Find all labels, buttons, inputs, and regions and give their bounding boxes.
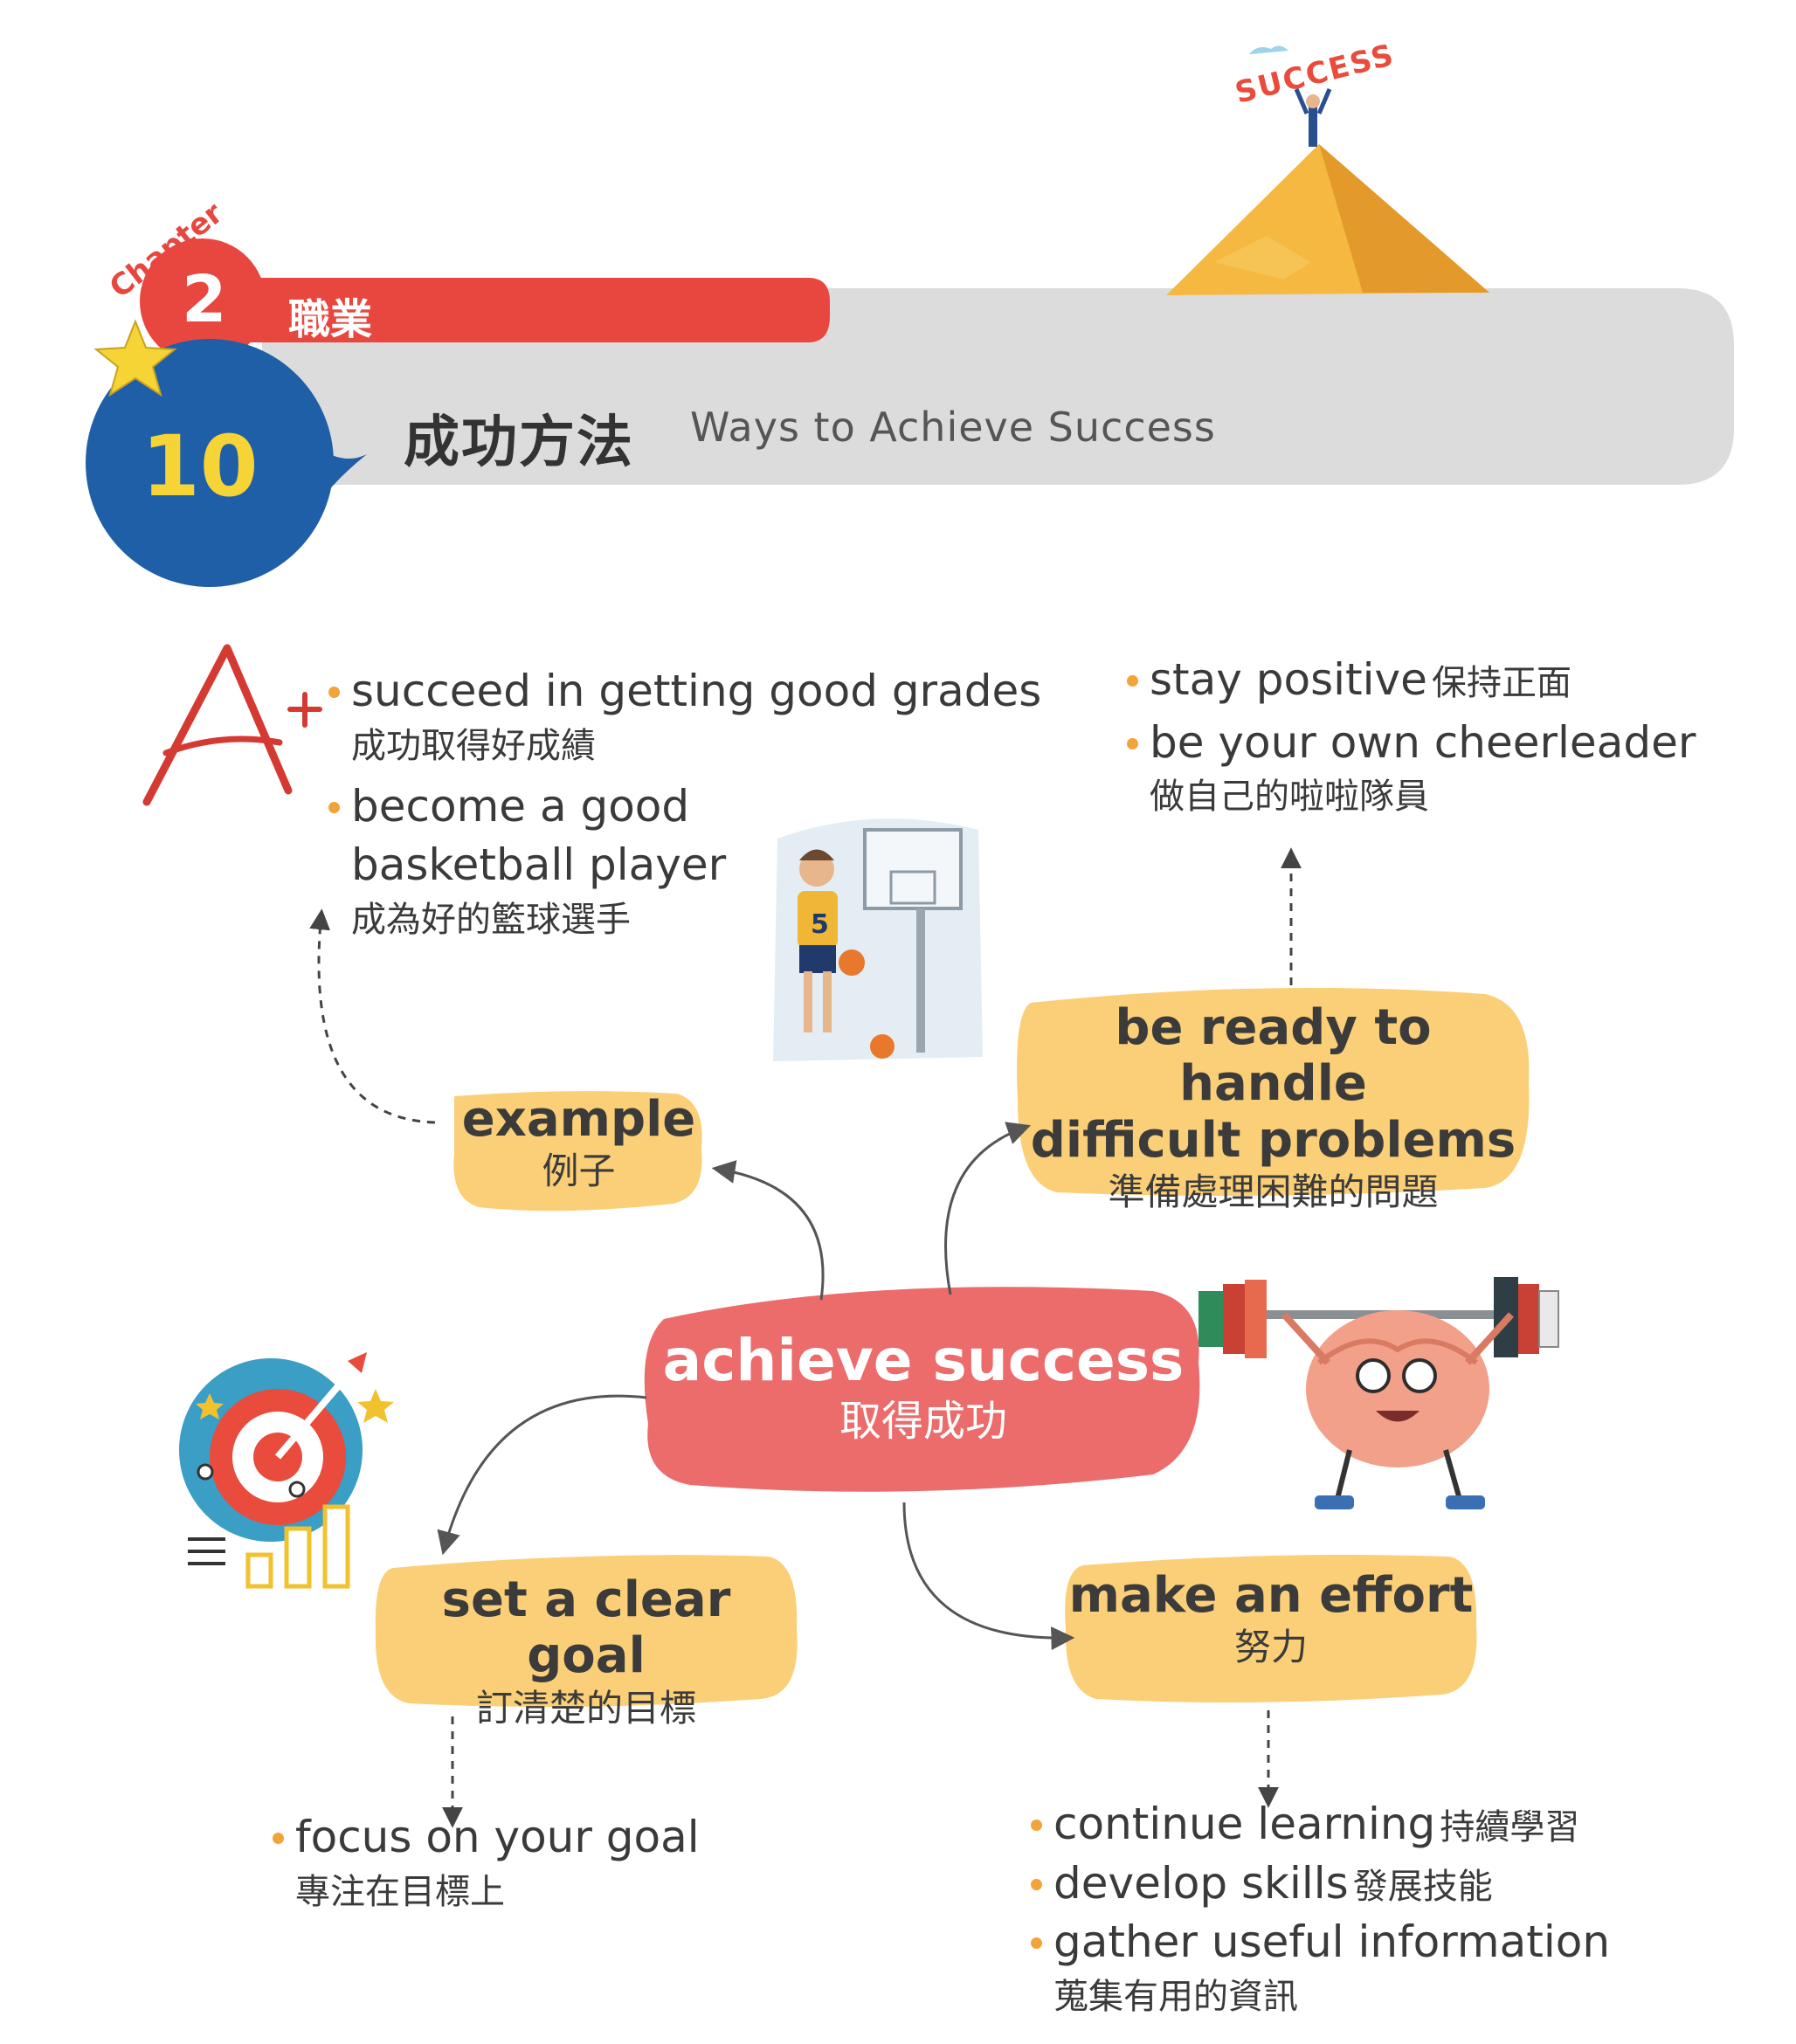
ready-list: stay positive 保持正面 be your own cheerlead…	[1127, 651, 1738, 821]
effort-node: make an effort 努力	[1066, 1567, 1476, 1672]
item-en: continue learning	[1053, 1799, 1436, 1849]
grade-a-plus-icon	[142, 644, 322, 806]
bullet-dot	[328, 801, 340, 813]
item-en: succeed in getting good grades	[351, 666, 1042, 716]
list-item: continue learning 持續學習	[1031, 1795, 1730, 1854]
bullet-dot	[1031, 1820, 1042, 1831]
mountain-success-icon	[1166, 45, 1489, 295]
item-zh: 做自己的啦啦隊員	[1150, 777, 1429, 817]
ready-en-line1: be ready to handle	[1115, 999, 1432, 1113]
bullet-dot	[328, 687, 340, 698]
header-banner	[86, 238, 1734, 587]
list-item: succeed in getting good grades 成功取得好成績	[328, 662, 1080, 770]
list-item: become a good basketball player 成為好的籃球選手	[328, 777, 1080, 944]
bullet-dot	[1127, 737, 1138, 749]
ready-zh: 準備處理困難的問題	[1108, 1170, 1439, 1214]
item-zh: 成功取得好成績	[351, 725, 596, 766]
effort-zh: 努力	[1233, 1626, 1308, 1669]
central-bubble	[644, 1287, 1200, 1492]
central-node: achieve success 取得成功	[648, 1328, 1198, 1448]
basketball-player-icon: 5	[773, 818, 983, 1061]
item-zh: 保持正面	[1432, 663, 1572, 703]
unit-title: 職業	[288, 295, 373, 344]
effort-list: continue learning 持續學習 develop skills 發展…	[1031, 1795, 1730, 2021]
ready-bubble	[1017, 987, 1530, 1196]
item-zh: 蒐集有用的資訊	[1053, 1976, 1298, 2017]
dashed-arrows	[309, 847, 1302, 1828]
item-zh: 成為好的籃球選手	[351, 899, 631, 940]
bullet-dot	[1031, 1937, 1042, 1949]
item-en: be your own cheerleader	[1150, 716, 1696, 768]
bullet-dot	[273, 1833, 284, 1844]
svg-text:5: 5	[811, 909, 829, 940]
item-en: develop skills	[1053, 1857, 1349, 1909]
item-zh: 持續學習	[1440, 1807, 1580, 1847]
lesson-title-en: Ways to Achieve Success	[690, 404, 1216, 451]
bullet-dot	[1127, 675, 1138, 687]
chapter-number: 2	[182, 262, 227, 337]
list-item: be your own cheerleader 做自己的啦啦隊員	[1127, 714, 1738, 822]
goal-en: set a clear goal	[441, 1571, 731, 1685]
list-item: focus on your goal 專注在目標上	[273, 1808, 797, 1916]
ready-node: be ready to handle difficult problems 準備…	[1018, 999, 1529, 1217]
brain-weightlifting-icon	[1198, 1277, 1559, 1509]
item-en: focus on your goal	[295, 1812, 700, 1862]
goal-bubble	[375, 1555, 798, 1707]
lesson-number: 10	[142, 418, 259, 515]
central-zh: 取得成功	[839, 1396, 1007, 1446]
goal-zh: 訂清楚的目標	[475, 1686, 696, 1730]
bullet-dot	[1031, 1878, 1042, 1890]
effort-en: make an effort	[1068, 1567, 1474, 1624]
target-chart-icon	[179, 1352, 394, 1589]
connector-arrows	[437, 1122, 1075, 1651]
item-en: gather useful information	[1053, 1916, 1611, 1967]
lesson-title-zh: 成功方法	[404, 411, 634, 475]
list-item: develop skills 發展技能	[1031, 1854, 1730, 1914]
example-list: succeed in getting good grades 成功取得好成績 b…	[328, 662, 1080, 944]
example-node: example 例子	[454, 1091, 703, 1196]
ready-en-line2: difficult problems	[1030, 1111, 1516, 1169]
central-en: achieve success	[662, 1327, 1185, 1394]
item-en: stay positive	[1150, 654, 1427, 705]
example-en: example	[461, 1091, 696, 1148]
list-item: gather useful information 蒐集有用的資訊	[1031, 1913, 1730, 2021]
item-en: basketball player	[351, 839, 727, 890]
item-en: become a good	[351, 780, 690, 832]
item-zh: 專注在目標上	[295, 1871, 505, 1912]
effort-bubble	[1065, 1554, 1477, 1702]
goal-list: focus on your goal 專注在目標上	[273, 1808, 797, 1916]
item-zh: 發展技能	[1352, 1866, 1493, 1907]
list-item: stay positive 保持正面	[1127, 651, 1738, 710]
example-zh: 例子	[542, 1150, 616, 1193]
goal-node: set a clear goal 訂清楚的目標	[376, 1571, 797, 1732]
example-bubble	[453, 1091, 702, 1212]
